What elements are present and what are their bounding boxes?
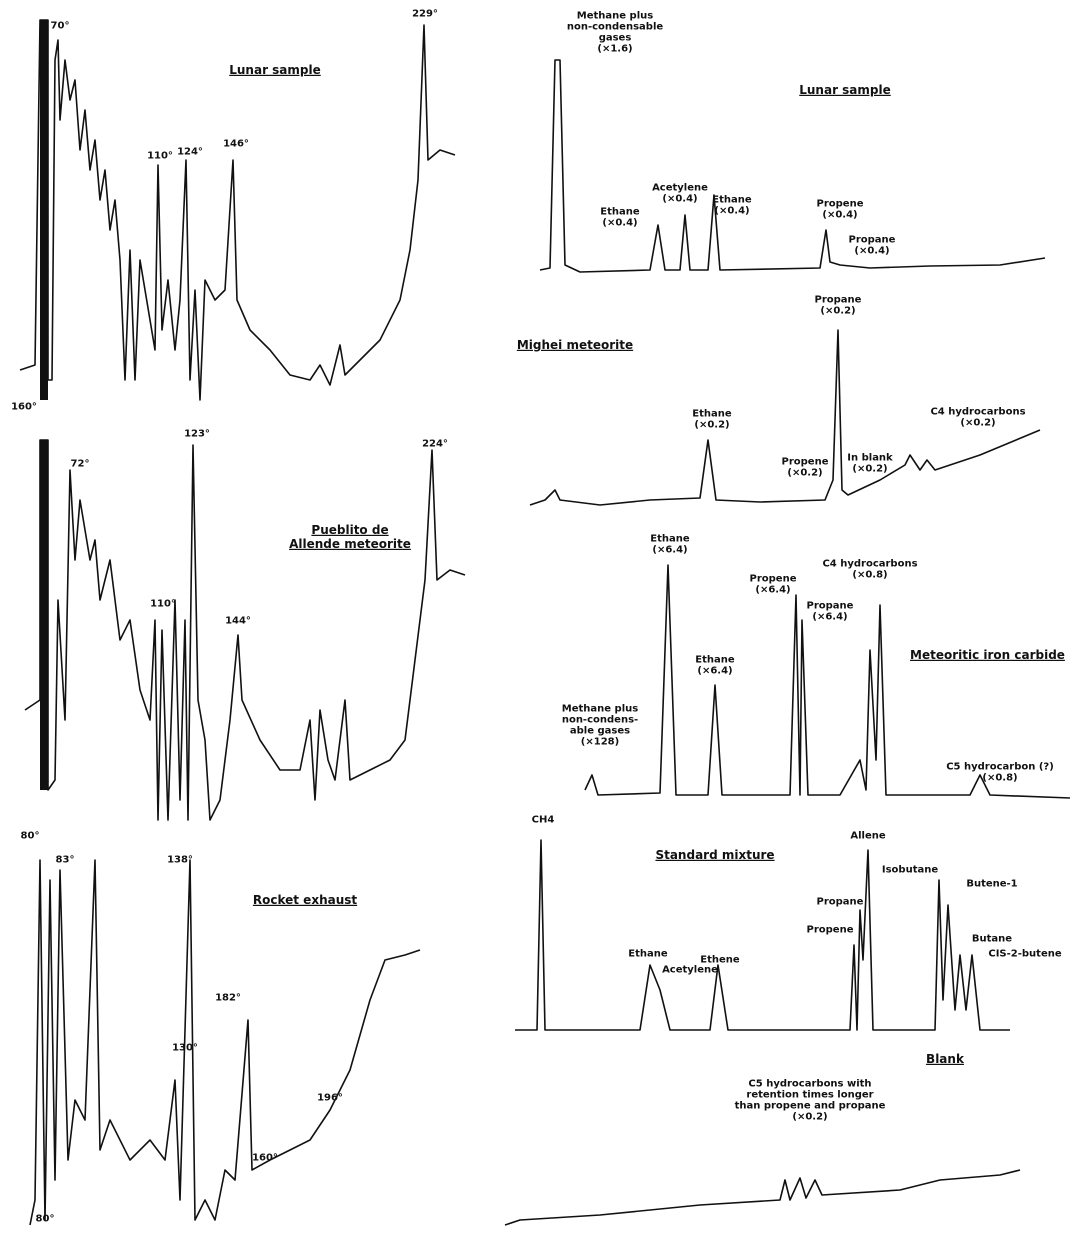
peak-label: 72°: [71, 458, 90, 469]
peak-label: (×6.4): [755, 584, 790, 595]
chromatogram-trace: [505, 1170, 1020, 1225]
peak-label: (×128): [581, 736, 619, 747]
peak-label: Propene: [807, 924, 854, 935]
peak-label: Isobutane: [882, 864, 938, 875]
panel-title: Rocket exhaust: [253, 893, 358, 907]
peak-label: (×0.8): [982, 772, 1017, 783]
figure: Lunar sample 70° 229° 110° 124° 146° 160° Puebl…: [0, 0, 1077, 1237]
peak-label: Ethane: [628, 948, 668, 959]
panel-title: Lunar sample: [799, 83, 891, 97]
peak-label: C4 hydrocarbons: [930, 406, 1025, 417]
peak-label: Butane: [972, 933, 1012, 944]
peak-label: Ethane: [692, 408, 732, 419]
body: {"left_panels": [ {"title": ["Lunar samp…: [0, 0, 1077, 1237]
peak-label: (×0.8): [852, 569, 887, 580]
peak-label: Propane: [849, 234, 896, 245]
peak-label: Acetylene: [662, 964, 718, 975]
peak-label: Ethane: [650, 533, 690, 544]
peak-label: Ethane: [695, 654, 735, 665]
peak-label: (×0.2): [852, 463, 887, 474]
panel-title: Meteoritic iron carbide: [910, 648, 1065, 662]
peak-label: 146°: [223, 138, 249, 149]
peak-label: Ethene: [700, 954, 740, 965]
peak-label: (×0.4): [714, 205, 749, 216]
peak-label: 83°: [56, 854, 75, 865]
peak-label: 144°: [225, 615, 251, 626]
trace-bar: [40, 440, 48, 790]
peak-label: non-condensable: [567, 21, 664, 32]
peak-label: 130°: [172, 1042, 198, 1053]
peak-label: non-condens-: [562, 714, 638, 725]
peak-label: 224°: [422, 438, 448, 449]
peak-label: (×0.4): [602, 217, 637, 228]
peak-label: (×1.6): [597, 43, 632, 54]
peak-label: Acetylene: [652, 182, 708, 193]
peak-label: Propane: [807, 600, 854, 611]
peak-label: (×0.2): [960, 417, 995, 428]
peak-label: 110°: [150, 598, 176, 609]
peak-label: Ethane: [600, 206, 640, 217]
peak-label: 80°: [36, 1213, 55, 1224]
peak-label: C4 hydrocarbons: [822, 558, 917, 569]
panel-title: Lunar sample: [229, 63, 321, 77]
peak-label: Propene: [782, 456, 829, 467]
peak-label: 182°: [215, 992, 241, 1003]
peak-label: gases: [599, 32, 632, 43]
peak-label: 124°: [177, 146, 203, 157]
page: Chromatograms html, body { margin: 0; pa…: [0, 0, 1077, 1237]
panel-title: Pueblito de: [311, 523, 388, 537]
peak-label: C5 hydrocarbon (?): [946, 761, 1054, 772]
peak-label: 70°: [51, 20, 70, 31]
peak-label: CIS-2-butene: [988, 948, 1061, 959]
peak-label: than propene and propane: [735, 1100, 886, 1111]
chromatogram-trace: [30, 860, 420, 1225]
peak-label: Butene-1: [966, 878, 1017, 889]
peak-label: CH4: [532, 814, 555, 825]
peak-label: 110°: [147, 150, 173, 161]
peak-label: 80°: [21, 830, 40, 841]
peak-label: C5 hydrocarbons with: [748, 1078, 871, 1089]
panel-title: Blank: [926, 1052, 965, 1066]
peak-label: retention times longer: [746, 1089, 873, 1100]
chromatogram-trace: [25, 440, 465, 820]
panel-title: Standard mixture: [655, 848, 774, 862]
peak-label: Propane: [815, 294, 862, 305]
peak-label: (×0.4): [822, 209, 857, 220]
chromatogram-trace: [540, 60, 1045, 272]
peak-label: Propane: [817, 896, 864, 907]
chromatogram-trace: [20, 20, 455, 400]
peak-label: In blank: [847, 452, 893, 463]
panel-title: Allende meteorite: [289, 537, 411, 551]
peak-label: (×0.2): [820, 305, 855, 316]
trace-bar: [40, 20, 48, 400]
peak-label: Methane plus: [562, 703, 638, 714]
peak-label: Propene: [817, 198, 864, 209]
peak-label: Methane plus: [577, 10, 653, 21]
peak-label: (×0.2): [792, 1111, 827, 1122]
peak-label: (×0.2): [787, 467, 822, 478]
peak-label: able gases: [570, 725, 630, 736]
peak-label: 196°: [317, 1092, 343, 1103]
peak-label: 160°: [252, 1152, 278, 1163]
peak-label: (×0.4): [854, 245, 889, 256]
peak-label: (×0.2): [694, 419, 729, 430]
peak-label: (×6.4): [652, 544, 687, 555]
peak-label: 229°: [412, 8, 438, 19]
peak-label: 160°: [11, 401, 37, 412]
peak-label: Propene: [750, 573, 797, 584]
peak-label: (×0.4): [662, 193, 697, 204]
peak-label: Ethane: [712, 194, 752, 205]
peak-label: 123°: [184, 428, 210, 439]
panel-title: Mighei meteorite: [517, 338, 633, 352]
peak-label: Allene: [850, 830, 885, 841]
peak-label: 138°: [167, 854, 193, 865]
peak-label: (×6.4): [697, 665, 732, 676]
peak-label: (×6.4): [812, 611, 847, 622]
